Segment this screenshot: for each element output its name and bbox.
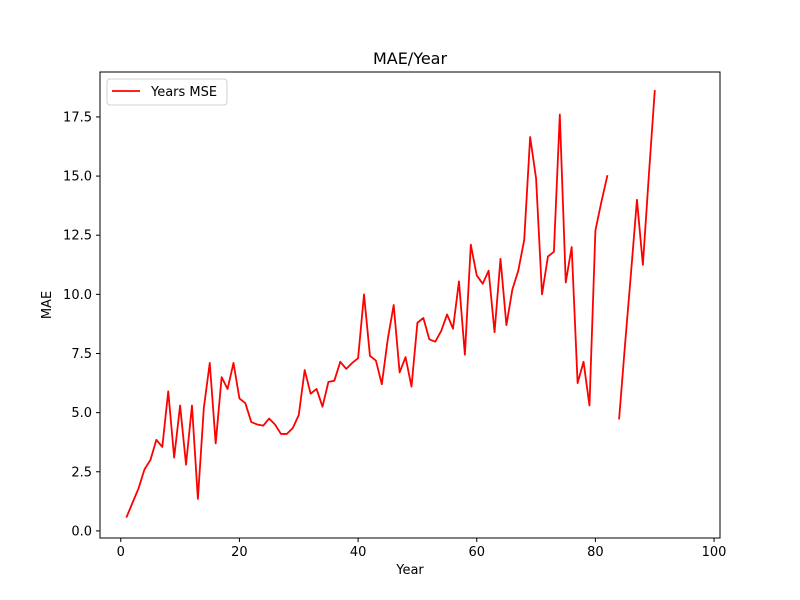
y-axis-label: MAE: [40, 291, 55, 319]
legend-label: Years MSE: [150, 85, 217, 100]
series-line-segment: [125, 113, 609, 518]
y-tick-label: 12.5: [63, 229, 92, 244]
x-tick-label: 40: [350, 545, 367, 560]
x-tick-label: 0: [117, 545, 125, 560]
x-tick-label: 80: [587, 545, 604, 560]
y-tick-label: 17.5: [63, 110, 92, 125]
y-tick-label: 0.0: [71, 524, 92, 539]
legend-box: [106, 78, 228, 106]
plot-frame: [99, 71, 721, 539]
y-tick-label: 5.0: [71, 406, 92, 421]
y-tick-label: 10.0: [63, 288, 92, 303]
x-axis-ticks: 0 20 40 60 80 100: [117, 538, 727, 560]
y-tick-label: 7.5: [71, 347, 92, 362]
legend: Years MSE: [106, 78, 228, 106]
series-line-segment: [618, 89, 656, 420]
plot-layer: [125, 89, 656, 518]
chart-title: MAE/Year: [373, 49, 448, 68]
y-axis-ticks: 0.0 2.5 5.0 7.5 10.0 12.5 15.0 17.5: [63, 110, 100, 539]
y-tick-label: 2.5: [71, 465, 92, 480]
x-tick-label: 20: [231, 545, 248, 560]
x-axis-label: Year: [395, 563, 424, 578]
x-tick-label: 60: [468, 545, 485, 560]
y-tick-label: 15.0: [63, 170, 92, 185]
x-tick-label: 100: [702, 545, 727, 560]
